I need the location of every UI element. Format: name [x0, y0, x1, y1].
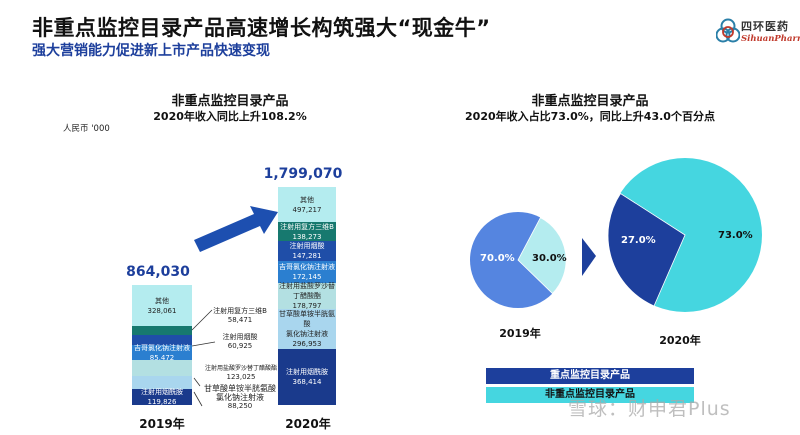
pie-2019: [470, 212, 567, 308]
callout-label: 注射用盐酸罗沙替丁醋酸酯: [204, 365, 277, 372]
page-title: 非重点监控目录产品高速增长构筑强大“现金牛”: [32, 16, 491, 40]
year-label-2020: 2020年: [285, 417, 331, 431]
segment-value: 85,472: [149, 353, 175, 362]
pie-year-2019: 2019年: [499, 327, 541, 340]
right-chart-title: 非重点监控目录产品: [531, 94, 649, 109]
callout-lines: [191, 309, 216, 407]
growth-arrow-icon: [194, 206, 278, 252]
segment-label: 吉哥氯化钠注射液: [279, 263, 335, 271]
pie-2020-nonkey-label: 73.0%: [718, 230, 753, 241]
bar-2020: 其他 497,217 注射用复方三维B 138,273 注射用烟酸 147,28…: [278, 187, 336, 405]
segment-label-2: 丁醋酸酯: [293, 292, 321, 300]
segment-label: 注射用复方三维B: [280, 222, 334, 231]
segment-value: 328,061: [147, 306, 177, 315]
segment-label-2: 氯化钠注射液: [286, 330, 328, 338]
segment-2019-yansuan: [132, 335, 192, 345]
pie-2019-nonkey-slice: [517, 217, 567, 295]
segment-2020-luoshatiding: 注射用盐酸罗沙替 丁醋酸酯 178,797: [278, 282, 336, 310]
next-arrow-icon: [582, 238, 596, 276]
segment-2019-yanxianan: 注射用烟酰胺 119,826: [132, 388, 192, 406]
segment-value: 119,826: [147, 398, 177, 406]
callout-yansuan: 注射用烟酸 60,925: [210, 333, 270, 351]
left-chart-subtitle: 2020年收入同比上升108.2%: [153, 110, 307, 123]
pie-2020-key-label: 27.0%: [621, 235, 656, 246]
segment-label: 其他: [300, 195, 314, 204]
callout-gancao: 甘草酸单铵半胱氨酸 氯化钠注射液 88,250: [200, 384, 280, 411]
callout-value: 123,025: [226, 373, 256, 381]
callout-value: 60,925: [227, 342, 253, 350]
segment-2020-gancao: 甘草酸单铵半胱氨酸 氯化钠注射液 296,953: [278, 309, 336, 349]
segment-2019-fufang: [132, 326, 192, 335]
segment-value: 172,145: [292, 273, 322, 281]
logo-text-en: SihuanPharm: [741, 34, 800, 44]
total-2020: 1,799,070: [263, 166, 343, 182]
legend-key-products: 重点监控目录产品: [486, 368, 694, 384]
segment-value: 296,953: [292, 340, 322, 348]
page-subtitle: 强大营销能力促进新上市产品快速变现: [32, 43, 270, 59]
callout-fufang: 注射用复方三维B 58,471: [205, 307, 275, 325]
pie-2020: [607, 158, 762, 312]
watermark: 雪球：财申君Plus: [568, 398, 731, 420]
pie-year-2020: 2020年: [659, 334, 701, 347]
left-chart-title: 非重点监控目录产品: [171, 94, 289, 109]
legend-nonkey-products: 非重点监控目录产品: [486, 387, 694, 403]
callout-value: 88,250: [227, 402, 253, 410]
segment-label: 吉哥氯化钠注射液: [134, 343, 190, 352]
segment-2019-luoshatiding: [132, 360, 192, 376]
right-chart-subtitle: 2020年收入占比73.0%，同比上升43.0个百分点: [465, 110, 715, 123]
pie-2019-key-label: 70.0%: [480, 253, 515, 264]
segment-2019-gancao: [132, 376, 192, 389]
callout-value: 58,471: [227, 316, 253, 324]
segment-2020-yansuan: 注射用烟酸 147,281: [278, 241, 336, 261]
callout-label: 注射用复方三维B: [213, 307, 267, 315]
callout-label: 甘草酸单铵半胱氨酸: [204, 384, 276, 393]
segment-label: 其他: [155, 296, 169, 305]
year-label-2019: 2019年: [139, 417, 185, 431]
segment-value: 147,281: [292, 252, 322, 260]
segment-label: 注射用盐酸罗沙替: [279, 282, 335, 290]
segment-2020-other: 其他 497,217: [278, 187, 336, 222]
segment-2020-fufang: 注射用复方三维B 138,273: [278, 222, 336, 241]
bar-2019: 其他 328,061 吉哥氯化钠注射液 85,472 注射用烟酰胺 119,82…: [132, 285, 192, 406]
segment-2020-yanxianan: 注射用烟酰胺 368,414: [278, 349, 336, 405]
callout-label: 注射用烟酸: [222, 333, 258, 341]
callout-label-2: 氯化钠注射液: [216, 393, 264, 402]
total-2019: 864,030: [126, 264, 190, 280]
segment-2020-jige: 吉哥氯化钠注射液 172,145: [278, 261, 336, 283]
segment-2019-jige: 吉哥氯化钠注射液 85,472: [132, 343, 192, 362]
segment-2019-other: 其他 328,061: [132, 285, 192, 326]
segment-label: 注射用烟酰胺: [141, 388, 183, 396]
callout-luoshatiding: 注射用盐酸罗沙替丁醋酸酯 123,025: [196, 364, 286, 382]
unit-label: 人民币 '000: [63, 124, 110, 134]
segment-value: 138,273: [292, 232, 322, 241]
segment-value: 178,797: [292, 302, 322, 310]
pie-2019-nonkey-label: 30.0%: [532, 253, 567, 264]
pie-2020-key-slice: [607, 192, 686, 307]
logo-text-cn: 四环医药: [741, 20, 789, 33]
segment-value: 497,217: [292, 205, 322, 214]
segment-label: 注射用烟酸: [289, 242, 325, 250]
company-logo: 四环医药 SihuanPharm: [716, 16, 800, 50]
segment-label: 甘草酸单铵半胱氨酸: [279, 310, 335, 328]
segment-label: 注射用烟酰胺: [286, 368, 328, 376]
logo-rings-icon: [716, 18, 740, 43]
segment-value: 368,414: [292, 378, 322, 386]
